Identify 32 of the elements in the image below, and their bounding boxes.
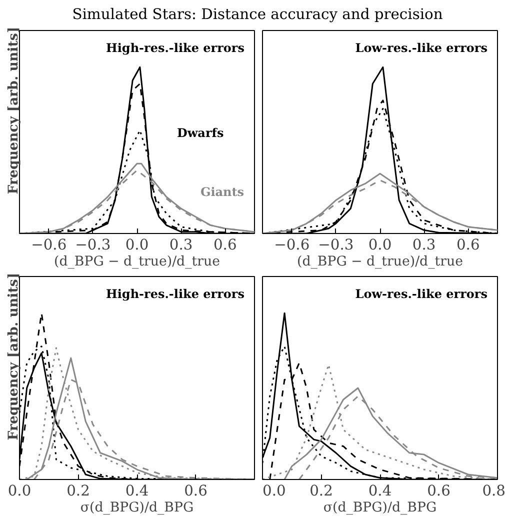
- x-tick-label: 0.2: [66, 482, 90, 500]
- x-tick-label: 0.0: [262, 482, 286, 500]
- annotation: Giants: [200, 184, 244, 199]
- x-tick-label: 0.6: [184, 482, 208, 500]
- x-tick-label: 0.4: [368, 482, 392, 500]
- x-axis-title: (d_BPG − d_true)/d_true: [54, 254, 220, 270]
- x-tick-label: 0.0: [8, 482, 32, 500]
- x-tick-label: −0.6: [31, 236, 67, 254]
- x-tick-label: 0.6: [427, 482, 450, 500]
- x-tick-label: −0.3: [318, 236, 354, 254]
- text: Low-res.-like errors: [355, 286, 488, 301]
- annotation: Dwarfs: [176, 126, 224, 140]
- x-axis-title: σ(d_BPG)/d_BPG: [323, 500, 437, 516]
- x-axis-title: (d_BPG − d_true)/d_true: [297, 254, 464, 270]
- y-axis-title: Frequency [arb. units]: [6, 26, 22, 194]
- x-tick-label: 0.4: [125, 482, 149, 500]
- x-tick-label: 0.6: [456, 236, 480, 254]
- y-axis-title: Frequency [arb. units]: [6, 272, 22, 440]
- x-tick-label: −0.3: [75, 236, 111, 254]
- x-axis-title: σ(d_BPG)/d_BPG: [80, 500, 194, 516]
- x-tick-label: 0.3: [169, 236, 193, 254]
- text: High-res.-like errors: [106, 286, 245, 301]
- x-tick-label: −0.6: [274, 236, 310, 254]
- x-tick-label: 0.2: [310, 482, 333, 500]
- x-tick-label: 0.6: [213, 236, 237, 254]
- x-tick-label: 0.0: [368, 236, 392, 254]
- x-tick-label: 0.0: [125, 236, 149, 254]
- text: High-res.-like errors: [106, 40, 245, 55]
- text: Low-res.-like errors: [355, 40, 488, 55]
- x-tick-label: 0.3: [412, 236, 436, 254]
- chart-title: Simulated Stars: Distance accuracy and precision: [72, 5, 443, 25]
- x-tick-label: 0.8: [482, 482, 505, 500]
